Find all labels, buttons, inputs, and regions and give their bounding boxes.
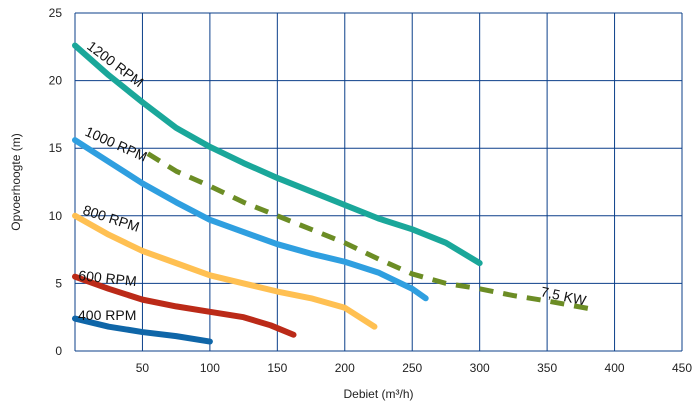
x-tick-label: 100 bbox=[200, 361, 220, 375]
series-line bbox=[72, 137, 429, 302]
series-line bbox=[72, 273, 297, 338]
series-layer bbox=[72, 42, 593, 345]
y-tick-label: 25 bbox=[49, 6, 63, 20]
series-line bbox=[72, 315, 213, 345]
plot-area bbox=[75, 13, 682, 351]
x-tick-label: 400 bbox=[605, 361, 625, 375]
series-line bbox=[72, 42, 483, 267]
x-tick-label: 50 bbox=[136, 361, 150, 375]
y-tick-label: 0 bbox=[55, 344, 62, 358]
x-tick-label: 250 bbox=[402, 361, 422, 375]
grid-layer bbox=[74, 12, 683, 352]
tick-layer: 50 100 150 200 250 300 350 400 450 0 5 10 15 20 25 bbox=[49, 6, 693, 375]
series-line bbox=[146, 151, 593, 312]
y-tick-label: 5 bbox=[55, 276, 62, 290]
y-tick-label: 10 bbox=[49, 209, 63, 223]
x-tick-label: 450 bbox=[672, 361, 692, 375]
x-tick-label: 300 bbox=[470, 361, 490, 375]
plot-background bbox=[75, 13, 682, 351]
y-axis-label: Opvoerhoogte (m) bbox=[9, 133, 23, 230]
x-tick-label: 200 bbox=[335, 361, 355, 375]
y-tick-label: 15 bbox=[49, 141, 63, 155]
series-label: 400 RPM bbox=[78, 307, 136, 323]
x-tick-label: 150 bbox=[267, 361, 287, 375]
series-line bbox=[72, 212, 378, 330]
series-label: 600 RPM bbox=[78, 267, 138, 289]
x-axis-label: Debiet (m³/h) bbox=[343, 387, 413, 401]
y-tick-label: 20 bbox=[49, 74, 63, 88]
x-tick-label: 350 bbox=[537, 361, 557, 375]
